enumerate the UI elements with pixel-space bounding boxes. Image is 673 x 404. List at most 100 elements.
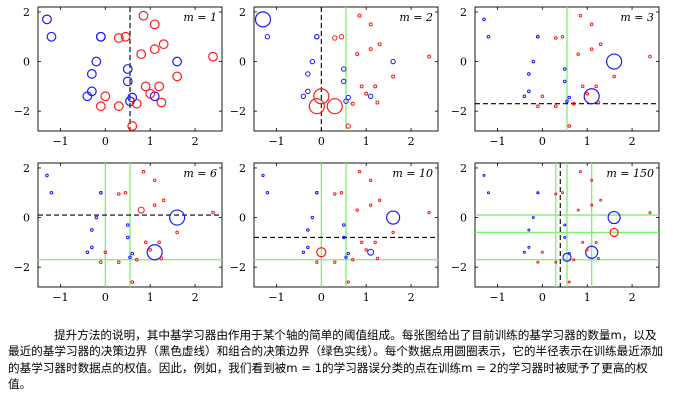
data-point-red [375,100,380,105]
x-tick-label: −1 [52,291,68,304]
x-tick-label: 0 [539,291,546,304]
x-tick-label: 0 [539,135,546,148]
data-point-blue [583,88,600,105]
y-tick-label: −2 [14,261,30,274]
data-point-red [143,240,148,245]
data-point-blue [606,53,623,70]
y-tick-label: 2 [239,162,246,175]
data-point-red [590,203,594,207]
data-point-red [159,256,164,261]
data-point-blue [42,14,52,25]
y-tick-label: 0 [23,212,30,225]
data-point-red [313,88,330,105]
data-point-blue [522,94,527,99]
data-point-red [351,258,355,262]
data-point-blue [264,34,271,40]
data-point-blue [122,64,133,74]
data-point-red [589,22,594,27]
data-point-red [391,230,395,235]
panel-m2: −1 0 1 2 2 0 −2 m = 2 [230,6,439,148]
data-point-blue [486,191,490,195]
data-point-blue [341,78,347,85]
x-tick-label: 2 [629,135,636,148]
data-point-blue [562,79,567,84]
data-point-blue [562,67,567,71]
y-tick-label: 2 [460,162,467,175]
data-point-blue [315,191,319,195]
data-point-red [368,22,373,27]
data-point-red [156,97,167,108]
data-point-red [172,71,183,82]
data-point-blue [45,173,49,178]
data-point-red [116,260,121,265]
data-point-red [131,98,142,109]
data-point-red [554,260,558,264]
data-point-red [554,192,558,196]
x-tick-label: 0 [102,135,109,148]
y-tick-label: 2 [23,162,30,175]
data-point-red [585,248,589,252]
x-tick-label: −1 [489,291,505,304]
data-point-blue [82,91,93,102]
data-point-red [95,101,106,112]
data-point-red [589,47,594,51]
y-tick-label: 2 [239,6,246,19]
data-point-red [590,178,594,182]
data-point-red [561,191,565,195]
data-point-red [571,101,576,106]
data-point-blue [301,250,306,254]
data-point-red [576,208,580,212]
data-point-blue [527,228,531,232]
data-point-blue [125,223,130,227]
data-point-red [140,81,151,92]
panel-m10: −1 0 1 2 2 0 −2 m = 10 [230,162,439,304]
data-point-red [360,240,364,245]
data-point-blue [531,216,535,220]
data-point-blue [49,190,54,195]
data-point-red [350,101,355,106]
data-point-blue [345,94,351,101]
data-point-red [596,256,600,260]
data-point-blue [300,93,307,99]
data-point-red [364,91,369,96]
data-point-blue [85,250,90,255]
data-point-blue [486,34,491,39]
data-point-red [594,84,598,89]
data-point-blue [314,34,320,40]
data-point-blue [172,56,183,67]
data-point-red [149,44,160,55]
x-tick-label: 2 [192,135,199,148]
data-point-blue [306,245,310,250]
data-point-red [368,47,373,52]
data-point-blue [86,69,97,79]
data-point-red [152,178,157,183]
data-point-blue [344,255,348,259]
data-point-blue [91,56,102,67]
x-tick-label: 1 [147,291,154,304]
data-point-blue [341,66,347,72]
data-point-blue [386,210,401,225]
y-tick-label: −2 [230,261,246,274]
data-point-red [359,84,364,89]
data-point-blue [261,173,265,178]
m-label: m = 6 [183,167,217,180]
data-point-blue [99,190,103,195]
data-point-red [136,49,147,60]
data-point-red [364,248,368,252]
data-point-blue [562,252,572,262]
data-point-blue [265,191,270,195]
x-tick-label: 1 [584,135,591,148]
data-point-red [578,13,583,18]
data-point-red [355,52,360,57]
data-point-red [427,210,431,215]
data-point-red [326,98,343,115]
data-point-blue [306,228,310,232]
data-point-red [208,51,218,62]
data-point-red [536,260,540,264]
x-tick-label: 1 [363,135,370,148]
data-point-red [375,256,380,261]
data-point-blue [563,223,567,227]
data-point-red [580,84,585,89]
x-tick-label: −1 [268,291,284,304]
y-tick-label: 2 [23,6,30,19]
